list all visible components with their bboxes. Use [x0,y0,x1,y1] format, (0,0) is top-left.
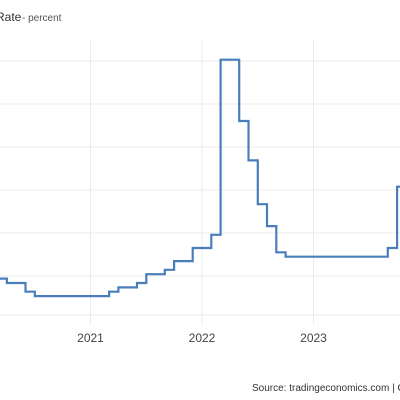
source-note: Source: tradingeconomics.com | Ce [252,383,400,394]
x-tick-label: 2022 [189,331,216,345]
x-tick-label: 2023 [300,331,327,345]
x-axis: 2021202220232 [77,331,327,345]
chart-unit: - percent [22,13,62,24]
grid [0,40,400,324]
chart-title: Rate [0,10,22,24]
x-tick-label: 2021 [77,331,104,345]
series-line [0,58,400,298]
plot-area [0,58,400,298]
